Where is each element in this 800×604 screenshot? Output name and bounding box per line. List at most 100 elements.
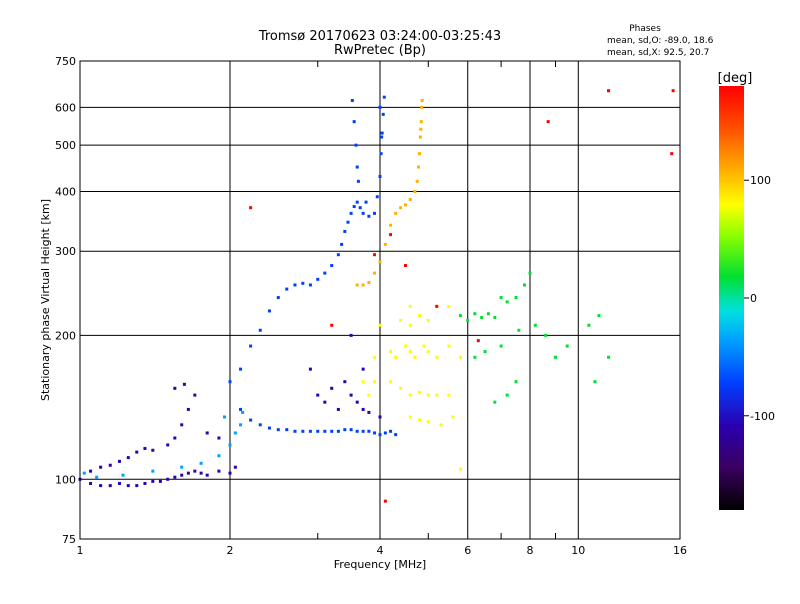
data-point: [493, 400, 497, 404]
data-point: [403, 203, 407, 207]
data-point: [99, 465, 103, 469]
data-point: [426, 318, 430, 322]
data-point: [435, 355, 439, 359]
data-point: [301, 281, 305, 285]
x-tick-label: 2: [227, 544, 234, 557]
data-point: [349, 211, 353, 215]
data-point: [378, 323, 382, 327]
data-point: [435, 304, 439, 308]
data-point: [361, 283, 365, 287]
data-point: [228, 443, 232, 447]
data-point: [349, 428, 353, 432]
data-point: [383, 499, 387, 503]
data-point: [383, 242, 387, 246]
data-point: [186, 471, 190, 475]
data-point: [352, 120, 356, 124]
data-point: [417, 418, 421, 422]
data-point: [343, 428, 347, 432]
data-point: [358, 206, 362, 210]
data-point: [316, 277, 320, 281]
data-point: [528, 271, 532, 275]
data-point: [399, 206, 403, 210]
data-point: [143, 481, 147, 485]
data-point: [483, 350, 487, 354]
data-point: [285, 428, 289, 432]
data-point: [352, 205, 356, 209]
colorbar: [719, 86, 744, 510]
data-point: [355, 283, 359, 287]
data-point: [193, 469, 197, 473]
data-point: [447, 393, 451, 397]
data-point: [239, 407, 243, 411]
data-point: [99, 484, 103, 488]
data-point: [380, 131, 384, 135]
data-point: [117, 459, 121, 463]
data-point: [258, 423, 262, 427]
data-point: [249, 344, 253, 348]
data-point: [378, 174, 382, 178]
data-point: [389, 223, 393, 227]
colorbar-label: [deg]: [718, 71, 753, 86]
data-point: [403, 344, 407, 348]
data-point: [476, 339, 480, 343]
data-point: [349, 333, 353, 337]
data-point: [308, 429, 312, 433]
data-point: [340, 242, 344, 246]
data-point: [223, 415, 227, 419]
data-point: [399, 386, 403, 390]
data-point: [267, 426, 271, 430]
data-point: [480, 315, 484, 319]
data-point: [361, 380, 365, 384]
data-point: [354, 143, 358, 147]
data-point: [378, 105, 382, 109]
data-point: [378, 433, 382, 437]
data-point: [408, 197, 412, 201]
y-tick-label: 600: [55, 101, 76, 114]
phase-stats-heading: Phases: [629, 24, 661, 34]
data-point: [343, 229, 347, 233]
data-point: [239, 367, 243, 371]
data-point: [95, 475, 99, 479]
y-axis-ticks: 75 100 200 300 400 500 600 750: [55, 55, 76, 546]
data-point: [241, 410, 245, 414]
data-point: [373, 380, 377, 384]
data-point: [82, 471, 86, 475]
data-point: [117, 481, 121, 485]
plot-frame: [79, 60, 681, 540]
data-point: [447, 344, 451, 348]
data-point: [435, 393, 439, 397]
data-point: [330, 386, 334, 390]
data-point: [108, 463, 112, 467]
data-point: [308, 283, 312, 287]
data-point: [199, 461, 203, 465]
data-point: [143, 446, 147, 450]
data-point: [217, 469, 221, 473]
data-point: [367, 410, 371, 414]
data-point: [301, 429, 305, 433]
phase-stats-x: mean, sd,X: 92.5, 20.7: [607, 48, 709, 58]
data-point: [330, 323, 334, 327]
data-point: [336, 253, 340, 257]
data-point: [293, 429, 297, 433]
data-point: [458, 314, 462, 318]
data-point: [228, 380, 232, 384]
y-tick-label: 500: [55, 139, 76, 152]
data-point: [523, 283, 527, 287]
colorbar-tick-label: -100: [750, 410, 775, 423]
x-tick-label: 1: [77, 544, 84, 557]
data-point: [217, 454, 221, 458]
data-point: [217, 436, 221, 440]
chart-subtitle: RwPretec (Bp): [334, 43, 426, 58]
data-point: [514, 380, 518, 384]
data-point: [413, 189, 417, 193]
data-point: [546, 120, 550, 124]
data-point: [420, 105, 424, 109]
data-point: [419, 120, 423, 124]
data-point: [458, 355, 462, 359]
data-point: [417, 390, 421, 394]
data-point: [382, 95, 386, 99]
data-point: [258, 328, 262, 332]
data-point: [389, 350, 393, 354]
data-point: [378, 260, 382, 264]
data-point: [182, 382, 186, 386]
